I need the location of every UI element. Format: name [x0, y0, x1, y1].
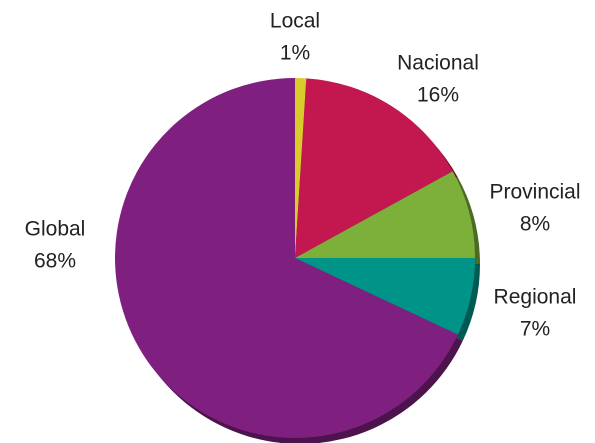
slice-value-label: 8%	[520, 213, 550, 236]
slice	[295, 78, 307, 258]
slice-value-label: 16%	[417, 84, 459, 107]
slice-value-label: 7%	[520, 318, 550, 341]
slice-value-label: 1%	[280, 42, 310, 65]
slice	[295, 258, 475, 335]
slice-label: Local	[270, 10, 320, 33]
slice-label: Provincial	[489, 181, 580, 204]
pie	[114, 78, 475, 438]
slice	[295, 171, 475, 258]
slice-value-label: 68%	[34, 250, 76, 273]
slice-label: Nacional	[397, 52, 479, 75]
slice-label: Global	[25, 218, 86, 241]
slice	[295, 78, 453, 258]
slice	[114, 78, 458, 438]
labels: Local 1% Nacional 16% Provincial 8% Regional 7%…	[25, 10, 581, 341]
slice-label: Regional	[494, 286, 577, 309]
